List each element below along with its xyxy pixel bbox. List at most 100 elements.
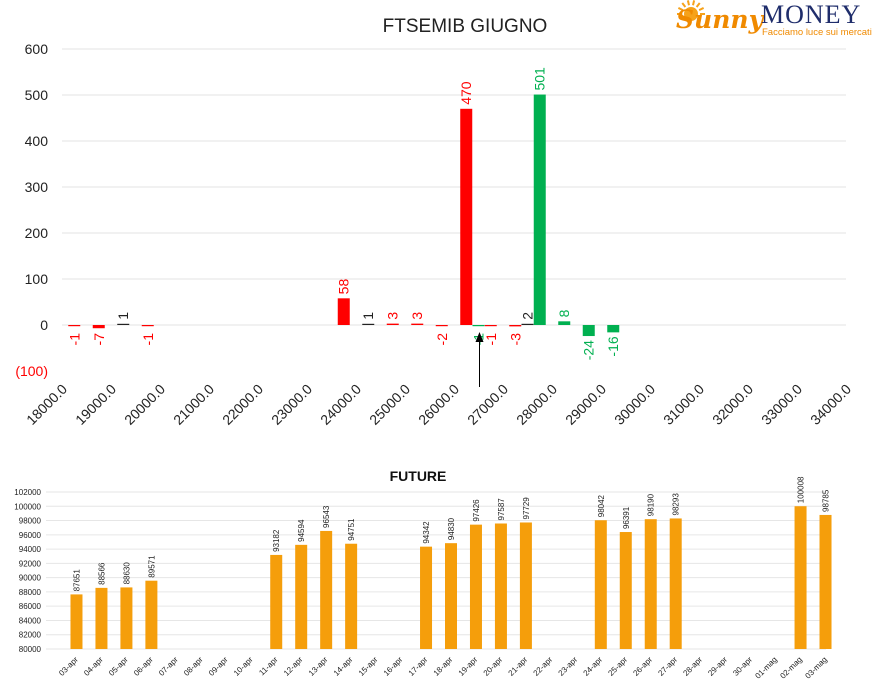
- annotation-arrow: [475, 332, 484, 387]
- x-tick-label: 29000.0: [562, 381, 609, 428]
- data-label: 98293: [672, 493, 681, 516]
- data-label: 100008: [797, 476, 806, 503]
- x-tick-label: 08-apr: [182, 655, 205, 678]
- bar: [582, 325, 595, 337]
- data-label: 96391: [622, 506, 631, 529]
- x-tick-label: 24000.0: [317, 381, 364, 428]
- data-label: 470: [458, 81, 474, 105]
- chart-title: FTSEMIB GIUGNO: [383, 16, 548, 37]
- bar: [411, 323, 424, 325]
- bar: [320, 530, 333, 649]
- y-tick-label: 400: [25, 133, 49, 149]
- y-axis: 600 500 400 300 200 100 0 (100): [15, 41, 48, 379]
- x-tick-label: 12-apr: [282, 655, 305, 678]
- x-tick-label: 05-apr: [107, 655, 130, 678]
- x-tick-label: 18-apr: [432, 655, 455, 678]
- logo-script: Sunny: [676, 5, 765, 34]
- y-tick-label: 80000: [19, 645, 42, 654]
- chart-title: FUTURE: [390, 468, 447, 484]
- y-tick-label: 84000: [19, 616, 42, 625]
- data-label: 98042: [597, 494, 606, 517]
- bar: [141, 325, 154, 327]
- y-tick-label: 300: [25, 179, 49, 195]
- bar: [435, 325, 448, 327]
- logo-tagline: Facciamo luce sui mercati: [762, 27, 872, 38]
- bar: [494, 523, 507, 649]
- y-tick-label: 86000: [19, 602, 42, 611]
- y-tick-label: 100000: [14, 502, 41, 511]
- data-label: 97587: [497, 498, 506, 521]
- data-label: -7: [91, 333, 107, 346]
- x-tick-label: 16-apr: [382, 655, 405, 678]
- future-chart: FUTURE 102000 100000 98000 96000 94000 92000 9…: [14, 468, 832, 681]
- y-tick-label: 200: [25, 225, 49, 241]
- bar: [521, 323, 534, 325]
- x-tick-label: 06-apr: [132, 655, 155, 678]
- x-tick-label: 19000.0: [72, 381, 119, 428]
- bar: [484, 325, 497, 327]
- x-tick-label: 23-apr: [557, 655, 580, 678]
- bar: [460, 108, 473, 325]
- x-tick-label: 02-mag: [778, 655, 804, 681]
- x-tick-label: 30-apr: [731, 655, 754, 678]
- data-label: 89571: [147, 555, 156, 578]
- data-label: 3: [409, 312, 425, 320]
- data-label: 98785: [822, 489, 831, 512]
- data-label: 93182: [272, 529, 281, 552]
- bar: [117, 323, 130, 325]
- x-tick-label: 34000.0: [807, 381, 854, 428]
- y-tick-label: 98000: [19, 517, 42, 526]
- data-label: 94830: [447, 517, 456, 540]
- bar: [362, 323, 375, 325]
- bar: [558, 321, 571, 325]
- bar: [607, 325, 620, 333]
- bar: [445, 543, 457, 649]
- bar: [533, 94, 546, 325]
- data-label: 97426: [472, 499, 481, 522]
- y-tick-label: 88000: [19, 588, 42, 597]
- y-axis: 102000 100000 98000 96000 94000 92000 90000 880…: [14, 488, 41, 654]
- data-label: 98190: [647, 493, 656, 516]
- y-tick-label: 500: [25, 87, 49, 103]
- data-label: 1: [360, 312, 376, 320]
- bar: [619, 532, 632, 649]
- data-label: 8: [556, 309, 572, 317]
- data-label: 94594: [297, 519, 306, 542]
- y-tick-label: 96000: [19, 531, 42, 540]
- x-tick-label: 01-mag: [753, 655, 779, 681]
- x-tick-label: 15-apr: [357, 655, 380, 678]
- x-tick-label: 20-apr: [482, 655, 505, 678]
- x-axis: 18000.0 19000.0 20000.0 21000.0 22000.0 23000…: [23, 381, 854, 428]
- x-tick-label: 23000.0: [268, 381, 315, 428]
- y-tick-label: 82000: [19, 631, 42, 640]
- x-tick-label: 27-apr: [656, 655, 679, 678]
- sun-ray: [692, 0, 696, 6]
- options-chart: FTSEMIB GIUGNO 6005004003002001000(100) …: [15, 16, 854, 428]
- data-label: 58: [336, 279, 352, 295]
- x-tick-label: 25000.0: [366, 381, 413, 428]
- bar: [509, 325, 522, 327]
- y-tick-label: 100: [25, 271, 49, 287]
- data-label: -2: [434, 333, 450, 346]
- bar: [337, 298, 350, 325]
- bar: [669, 518, 682, 649]
- bar: [70, 594, 83, 649]
- sun-icon: [677, 0, 705, 21]
- data-label: -16: [605, 336, 621, 356]
- sun-ray: [681, 2, 687, 8]
- x-tick-label: 14-apr: [332, 655, 355, 678]
- bar: [594, 520, 607, 649]
- y-tick-label: 102000: [14, 488, 41, 497]
- arrow-head: [475, 332, 484, 342]
- x-tick-label: 31000.0: [660, 381, 707, 428]
- logo-word: MONEY: [761, 0, 861, 29]
- x-tick-label: 29-apr: [706, 655, 729, 678]
- y-tick-label: 92000: [19, 559, 42, 568]
- x-tick-label: 17-apr: [407, 655, 430, 678]
- x-tick-label: 28000.0: [513, 381, 560, 428]
- x-tick-label: 11-apr: [257, 655, 280, 678]
- x-tick-label: 24-apr: [582, 655, 605, 678]
- x-tick-label: 18000.0: [23, 381, 70, 428]
